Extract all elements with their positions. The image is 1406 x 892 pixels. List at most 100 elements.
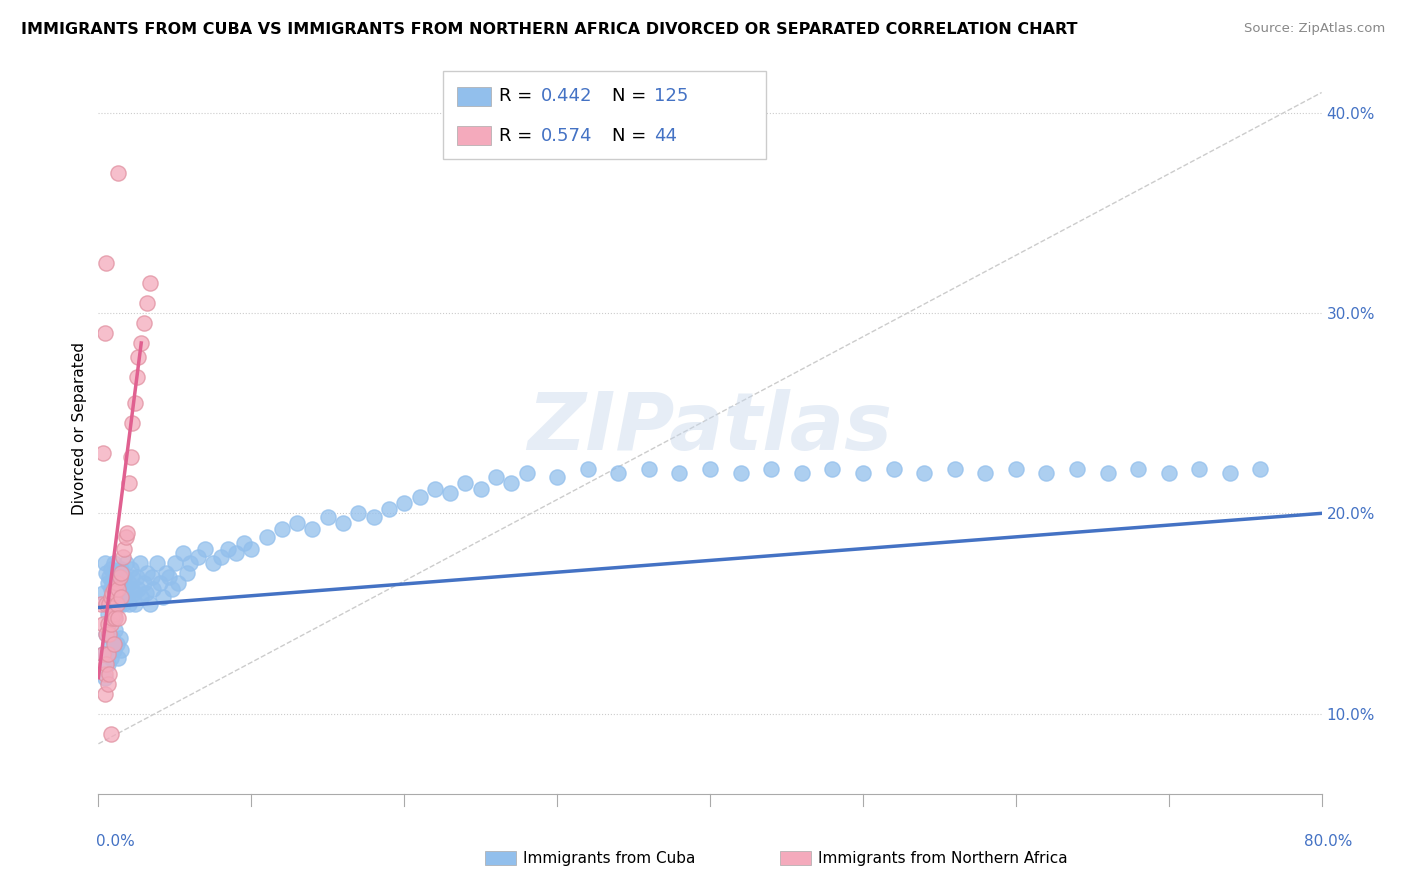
Point (470, 483, 492, 497)
Point (100, 727, 122, 741)
Point (118, 476, 141, 491)
Point (111, 582, 134, 597)
Point (97, 607, 120, 621)
Point (103, 582, 125, 597)
Point (668, 467, 690, 481)
Point (91, 647, 114, 661)
Point (105, 597, 128, 611)
Point (439, 486, 461, 500)
Point (110, 591, 132, 605)
Point (454, 476, 477, 491)
Point (104, 610, 127, 624)
Point (912, 467, 935, 481)
Point (316, 510, 339, 524)
Text: Immigrants from Northern Africa: Immigrants from Northern Africa (818, 851, 1069, 865)
Point (285, 516, 308, 531)
Point (160, 582, 183, 597)
Point (943, 462, 966, 476)
Point (108, 631, 131, 645)
Point (176, 566, 198, 581)
Point (103, 610, 125, 624)
Point (94, 597, 117, 611)
Point (110, 562, 132, 576)
Point (546, 470, 568, 484)
Point (217, 542, 239, 557)
Point (134, 576, 156, 591)
Point (142, 582, 165, 597)
Point (112, 542, 135, 557)
Point (98, 597, 121, 611)
Point (103, 607, 125, 621)
Point (117, 526, 139, 541)
Point (112, 570, 135, 584)
Point (699, 462, 721, 476)
Point (90, 597, 112, 611)
Text: 80.0%: 80.0% (1305, 834, 1353, 848)
Point (125, 370, 148, 384)
Point (107, 610, 129, 624)
Point (98, 597, 121, 611)
Point (607, 467, 630, 481)
Point (110, 566, 132, 581)
Point (101, 591, 124, 605)
Point (97, 657, 120, 671)
Point (115, 530, 138, 544)
Point (129, 336, 152, 351)
Point (94, 256, 117, 270)
Point (122, 586, 145, 600)
Point (485, 470, 508, 484)
Point (93, 666, 115, 681)
Point (1128, 462, 1150, 476)
Text: 0.442: 0.442 (541, 87, 593, 105)
Point (108, 570, 131, 584)
Text: N =: N = (612, 87, 651, 105)
Point (91, 586, 114, 600)
Text: N =: N = (612, 127, 651, 145)
Point (392, 496, 416, 510)
Text: 125: 125 (654, 87, 688, 105)
Point (107, 566, 129, 581)
Point (172, 546, 194, 560)
Point (94, 657, 117, 671)
Point (179, 557, 201, 571)
Point (576, 462, 599, 476)
Point (1249, 462, 1271, 476)
Point (94, 626, 117, 640)
Point (363, 510, 385, 524)
Point (120, 450, 142, 465)
Point (1157, 467, 1180, 481)
Point (91, 616, 114, 631)
Point (100, 562, 122, 576)
Point (155, 566, 177, 581)
Point (141, 570, 163, 584)
Point (97, 576, 120, 591)
Point (332, 516, 354, 531)
Point (108, 597, 131, 611)
Point (98, 570, 121, 584)
Text: Immigrants from Cuba: Immigrants from Cuba (523, 851, 696, 865)
Point (124, 396, 146, 410)
Point (1188, 462, 1211, 476)
Point (821, 462, 844, 476)
Point (1097, 467, 1119, 481)
Point (202, 557, 225, 571)
Point (93, 687, 115, 701)
Point (115, 557, 138, 571)
Point (136, 296, 159, 310)
Point (125, 570, 148, 584)
Point (136, 566, 159, 581)
Point (127, 582, 149, 597)
Point (108, 570, 131, 584)
Point (110, 576, 132, 591)
Point (145, 557, 167, 571)
Point (121, 416, 143, 430)
Point (115, 586, 138, 600)
Point (97, 616, 120, 631)
Point (135, 586, 157, 600)
Point (97, 676, 120, 690)
Text: R =: R = (499, 127, 538, 145)
Point (104, 623, 127, 637)
Point (301, 522, 323, 536)
Point (883, 462, 905, 476)
Point (157, 570, 180, 584)
